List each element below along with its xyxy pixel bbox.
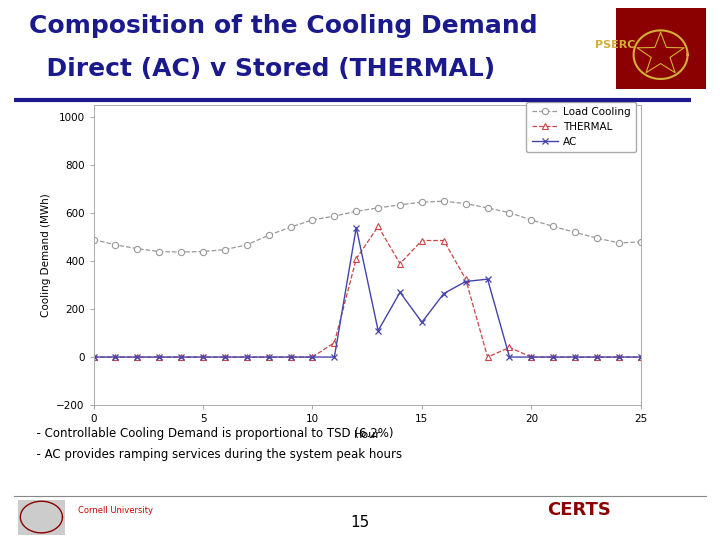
Load Cooling [593, 235, 601, 241]
Text: 15: 15 [351, 515, 369, 530]
Load Cooling [418, 199, 426, 205]
AC [615, 354, 624, 360]
Load Cooling [308, 217, 317, 223]
AC [287, 354, 295, 360]
Line: Load Cooling: Load Cooling [91, 198, 644, 255]
THERMAL [330, 340, 338, 346]
Load Cooling [374, 205, 382, 211]
THERMAL [220, 354, 229, 360]
Load Cooling [571, 229, 580, 235]
THERMAL [483, 354, 492, 360]
AC [308, 354, 317, 360]
Load Cooling [462, 200, 470, 207]
THERMAL [199, 354, 207, 360]
Load Cooling [352, 208, 361, 214]
AC [264, 354, 273, 360]
THERMAL [527, 354, 536, 360]
Line: AC: AC [90, 224, 644, 361]
THERMAL [374, 223, 382, 230]
Text: - Controllable Cooling Demand is proportional to TSD (6.2%): - Controllable Cooling Demand is proport… [29, 427, 393, 440]
THERMAL [155, 354, 163, 360]
Load Cooling [264, 232, 273, 239]
AC [155, 354, 163, 360]
AC [505, 354, 514, 360]
Load Cooling [330, 213, 338, 219]
THERMAL [396, 260, 405, 267]
Load Cooling [483, 205, 492, 211]
Text: Composition of the Cooling Demand: Composition of the Cooling Demand [29, 14, 537, 37]
Text: Direct (AC) v Stored (THERMAL): Direct (AC) v Stored (THERMAL) [29, 57, 495, 80]
Load Cooling [287, 224, 295, 231]
X-axis label: Hour: Hour [354, 430, 381, 440]
AC [199, 354, 207, 360]
AC [418, 319, 426, 326]
THERMAL [308, 354, 317, 360]
AC [374, 327, 382, 334]
Load Cooling [243, 241, 251, 248]
THERMAL [571, 354, 580, 360]
THERMAL [462, 276, 470, 282]
AC [571, 354, 580, 360]
THERMAL [549, 354, 557, 360]
AC [89, 354, 98, 360]
THERMAL [264, 354, 273, 360]
AC [549, 354, 557, 360]
AC [330, 354, 338, 360]
Load Cooling [549, 223, 557, 230]
Load Cooling [220, 246, 229, 253]
AC [439, 291, 448, 297]
Load Cooling [199, 248, 207, 255]
Line: THERMAL: THERMAL [90, 223, 644, 361]
Load Cooling [111, 241, 120, 248]
Text: CERTS: CERTS [547, 501, 611, 519]
THERMAL [505, 344, 514, 350]
THERMAL [287, 354, 295, 360]
AC [352, 224, 361, 231]
Load Cooling [133, 246, 142, 252]
THERMAL [243, 354, 251, 360]
AC [177, 354, 186, 360]
AC [636, 354, 645, 360]
Y-axis label: Cooling Demand (MWh): Cooling Demand (MWh) [40, 193, 50, 317]
THERMAL [593, 354, 601, 360]
AC [111, 354, 120, 360]
Load Cooling [177, 249, 186, 255]
Load Cooling [615, 240, 624, 246]
THERMAL [352, 255, 361, 262]
Load Cooling [505, 210, 514, 216]
THERMAL [439, 237, 448, 244]
AC [220, 354, 229, 360]
AC [133, 354, 142, 360]
THERMAL [133, 354, 142, 360]
THERMAL [615, 354, 624, 360]
Load Cooling [636, 239, 645, 245]
AC [527, 354, 536, 360]
THERMAL [177, 354, 186, 360]
Text: - AC provides ramping services during the system peak hours: - AC provides ramping services during th… [29, 448, 402, 461]
THERMAL [89, 354, 98, 360]
Legend: Load Cooling, THERMAL, AC: Load Cooling, THERMAL, AC [526, 102, 636, 152]
Text: Cornell University: Cornell University [78, 506, 153, 515]
Load Cooling [396, 201, 405, 208]
THERMAL [636, 354, 645, 360]
Load Cooling [89, 237, 98, 243]
Load Cooling [155, 248, 163, 255]
AC [396, 289, 405, 295]
Load Cooling [527, 217, 536, 223]
Load Cooling [439, 198, 448, 205]
AC [243, 354, 251, 360]
AC [462, 278, 470, 285]
AC [483, 276, 492, 282]
Text: PSERC: PSERC [595, 39, 636, 50]
AC [593, 354, 601, 360]
THERMAL [418, 237, 426, 244]
THERMAL [111, 354, 120, 360]
